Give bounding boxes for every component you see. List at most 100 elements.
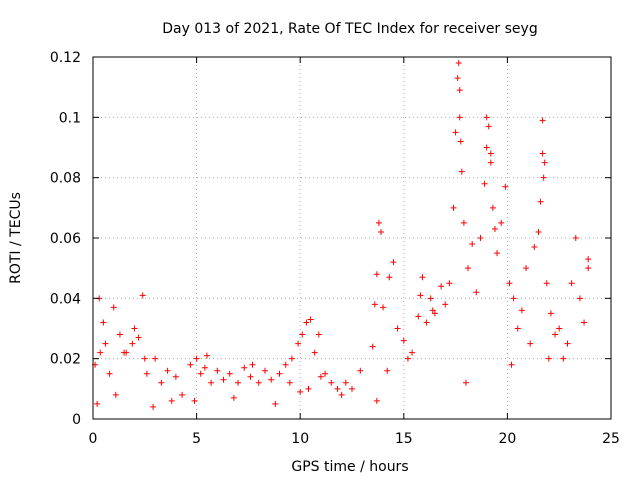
- data-point: [498, 219, 505, 226]
- data-point: [203, 352, 210, 359]
- data-point: [116, 331, 123, 338]
- data-point: [282, 361, 289, 368]
- data-point: [390, 259, 397, 266]
- data-point: [338, 391, 345, 398]
- data-point: [477, 235, 484, 241]
- data-point: [523, 265, 530, 272]
- data-point: [572, 235, 579, 241]
- data-point: [494, 250, 501, 257]
- data-point: [485, 123, 492, 130]
- data-point: [540, 174, 547, 181]
- data-point: [129, 340, 136, 347]
- data-point: [247, 373, 254, 380]
- data-point: [249, 361, 256, 368]
- data-point: [543, 280, 550, 287]
- data-point: [106, 370, 113, 377]
- data-point: [375, 219, 382, 226]
- data-point: [334, 385, 341, 392]
- x-tick-label: 5: [192, 431, 201, 447]
- x-tick-label: 20: [498, 431, 516, 447]
- y-tick-label: 0: [72, 412, 81, 428]
- y-tick-label: 0.08: [50, 171, 81, 187]
- x-tick-label: 25: [602, 431, 620, 447]
- data-point: [454, 75, 461, 82]
- data-point: [456, 87, 463, 94]
- data-point: [508, 361, 515, 368]
- data-point: [452, 129, 459, 136]
- data-point: [537, 198, 544, 205]
- data-point: [235, 379, 242, 386]
- data-point: [168, 397, 175, 404]
- data-point: [143, 370, 150, 377]
- x-tick-label: 0: [89, 431, 98, 447]
- data-point: [419, 274, 426, 281]
- data-point: [458, 168, 465, 175]
- data-point: [112, 391, 119, 398]
- data-point: [450, 204, 457, 211]
- data-point: [349, 385, 355, 392]
- data-point: [568, 280, 575, 287]
- data-point: [311, 349, 318, 356]
- data-point: [438, 283, 445, 290]
- data-point: [357, 367, 364, 374]
- data-point: [473, 289, 480, 296]
- data-point: [315, 331, 322, 338]
- data-point: [342, 379, 349, 386]
- chart-title: Day 013 of 2021, Rate Of TEC Index for r…: [162, 21, 537, 37]
- data-point: [378, 228, 385, 235]
- data-point: [510, 295, 517, 302]
- data-point: [552, 331, 559, 338]
- data-point: [305, 385, 312, 392]
- data-point: [545, 355, 552, 362]
- data-point: [230, 394, 237, 401]
- data-point: [288, 355, 295, 362]
- data-point: [299, 331, 306, 338]
- data-point: [131, 325, 138, 332]
- data-point: [261, 367, 268, 374]
- y-tick-label: 0.06: [50, 231, 81, 247]
- data-point: [102, 340, 109, 347]
- data-point: [164, 367, 171, 374]
- data-point: [514, 325, 521, 332]
- data-point: [576, 295, 583, 302]
- data-point: [297, 388, 304, 395]
- data-point: [197, 370, 204, 377]
- data-point: [380, 304, 387, 311]
- data-point: [483, 144, 490, 151]
- x-axis-label: GPS time / hours: [291, 459, 408, 475]
- data-point: [400, 337, 407, 344]
- data-point: [455, 60, 462, 67]
- data-point: [462, 379, 469, 386]
- data-point: [442, 301, 449, 308]
- y-tick-label: 0.04: [50, 291, 81, 307]
- data-point: [179, 391, 186, 398]
- y-tick-label: 0.12: [50, 50, 81, 66]
- x-tick-label: 15: [395, 431, 413, 447]
- data-point: [172, 373, 179, 380]
- data-point: [564, 340, 571, 347]
- data-point: [141, 355, 148, 362]
- data-points: [92, 60, 592, 410]
- data-point: [539, 117, 546, 124]
- data-point: [481, 180, 488, 187]
- data-point: [97, 349, 104, 356]
- data-point: [483, 114, 490, 121]
- data-point: [110, 304, 117, 311]
- data-point: [187, 361, 194, 368]
- data-point: [317, 373, 324, 380]
- x-tick-label: 10: [291, 431, 309, 447]
- grid-lines: [93, 57, 611, 419]
- data-point: [386, 274, 393, 281]
- data-point: [457, 138, 464, 145]
- data-point: [139, 292, 146, 299]
- data-point: [415, 313, 422, 320]
- data-point: [469, 241, 476, 248]
- data-point: [94, 400, 101, 407]
- y-tick-label: 0.02: [50, 352, 81, 368]
- data-point: [268, 376, 275, 383]
- data-point: [241, 364, 248, 371]
- data-point: [556, 325, 563, 332]
- data-point: [373, 397, 380, 404]
- data-point: [491, 225, 498, 232]
